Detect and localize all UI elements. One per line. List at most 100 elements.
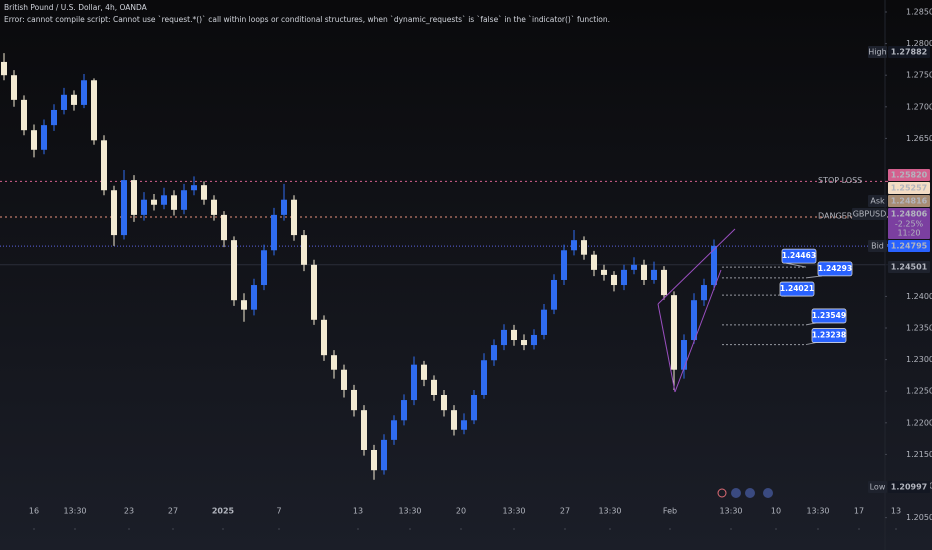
chart-title: British Pound / U.S. Dollar, 4h, OANDA <box>4 3 148 12</box>
candle-body <box>51 109 57 126</box>
quote-symbol: GBPUSD <box>853 210 887 219</box>
level-name: STOP LOSS <box>818 176 862 185</box>
candle-body <box>401 400 407 421</box>
icon[interactable] <box>763 488 773 498</box>
x-tick-label: 13:30 <box>63 507 86 516</box>
candle-body <box>121 180 127 236</box>
candle-body <box>531 334 537 346</box>
badge-tag <box>852 208 887 220</box>
candle-body <box>31 130 37 150</box>
candle-body <box>421 364 427 380</box>
price-badge <box>888 169 930 181</box>
callout-label: 1.24021 <box>780 284 814 293</box>
candle-body <box>611 274 617 286</box>
candle-body <box>581 240 587 255</box>
candle-body <box>621 269 627 286</box>
y-tick-label: 1.20500 <box>906 513 932 522</box>
x-tick-label: 13:30 <box>398 507 421 516</box>
candle-body <box>101 140 107 191</box>
price-badge <box>888 46 930 58</box>
candle-body <box>591 254 597 270</box>
wedge-line <box>657 228 736 305</box>
candle-body <box>41 125 47 150</box>
candle-body <box>151 199 157 205</box>
candle-body <box>481 360 487 396</box>
candle-body <box>301 235 307 265</box>
toolbar-icons[interactable] <box>717 488 773 498</box>
x-tick-label: 13:30 <box>502 507 525 516</box>
callout-label: 1.24463 <box>782 251 816 260</box>
y-tick-label: 1.28000 <box>906 39 932 48</box>
callout-label: 1.24293 <box>818 264 852 273</box>
quote-change: -2.25% <box>895 220 924 229</box>
price-badge <box>888 195 930 207</box>
x-tick-label: 2025 <box>212 507 235 516</box>
candle-body <box>91 80 97 141</box>
candle-body <box>551 279 557 310</box>
candle-body <box>371 449 377 471</box>
icon[interactable] <box>745 488 755 498</box>
candle-body <box>211 199 217 215</box>
candle-body <box>141 199 147 215</box>
callout-label: 1.23549 <box>812 311 846 320</box>
x-tick-label: 10 <box>771 507 781 516</box>
candle-body <box>631 264 637 270</box>
candle-body <box>361 410 367 450</box>
candle-body <box>651 269 657 280</box>
candle-body <box>461 420 467 430</box>
candle-body <box>681 340 687 370</box>
icon[interactable] <box>731 488 741 498</box>
candle-body <box>341 369 347 390</box>
badge-tag <box>868 481 887 493</box>
candle-body <box>81 80 87 105</box>
callout-label: 1.23238 <box>812 331 846 340</box>
candle-body <box>291 199 297 236</box>
y-tick-label: 1.28500 <box>906 8 932 17</box>
candle-body <box>231 240 237 301</box>
candle-body <box>641 264 647 280</box>
x-tick-label: 16 <box>29 507 39 516</box>
candle-body <box>61 94 67 110</box>
candle-body <box>711 245 717 286</box>
price-badge <box>888 240 930 252</box>
candle-body <box>601 269 607 275</box>
candle-body <box>571 240 577 251</box>
candle-body <box>1 61 7 76</box>
price-badge-label: 1.25257 <box>891 184 927 193</box>
callout-box <box>811 308 847 324</box>
price-badge <box>888 481 930 493</box>
x-tick-label: 27 <box>168 507 178 516</box>
y-tick-label: 1.26500 <box>906 134 932 143</box>
candle-body <box>561 250 567 280</box>
y-tick-label: 1.21500 <box>906 450 932 459</box>
price-badge-label: 1.24795 <box>891 242 928 251</box>
x-tick-label: 13:30 <box>806 507 829 516</box>
candle-body <box>241 300 247 310</box>
candle-body <box>111 190 117 236</box>
y-tick-label: 1.22000 <box>906 418 932 427</box>
icon[interactable] <box>717 488 727 498</box>
candle-body <box>261 250 267 286</box>
price-badge <box>888 182 930 194</box>
candle-body <box>191 185 197 191</box>
candle-body <box>161 195 167 205</box>
price-badge-label: 1.27882 <box>891 48 927 57</box>
candle-body <box>411 364 417 401</box>
price-badge <box>888 261 930 273</box>
candle-body <box>251 285 257 310</box>
candle-body <box>691 300 697 341</box>
badge-tag-label: High <box>868 48 886 57</box>
candle-body <box>21 99 27 131</box>
x-tick-label: 13:30 <box>719 507 742 516</box>
candle-body <box>391 420 397 440</box>
badge-tag-label: Bid <box>871 242 884 251</box>
error-message: Error: cannot compile script: Cannot use… <box>4 15 610 24</box>
badge-tag <box>868 240 887 252</box>
y-tick-label: 1.27000 <box>906 102 932 111</box>
x-tick-label: Feb <box>663 507 677 516</box>
candle-body <box>71 94 77 105</box>
rising-wedge <box>657 228 736 393</box>
candle-body <box>221 214 227 241</box>
candle-body <box>701 285 707 301</box>
